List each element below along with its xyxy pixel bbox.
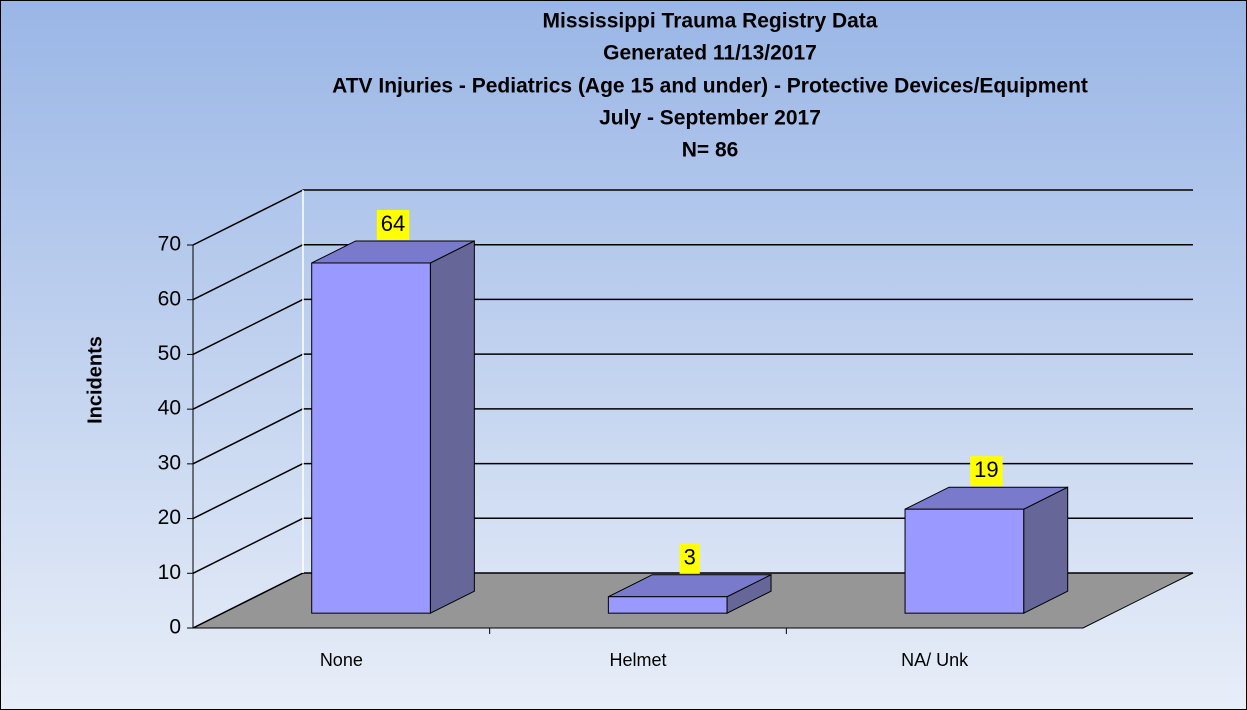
grid-line: [192, 298, 304, 356]
y-tick-label: 50: [158, 342, 181, 365]
bar: [311, 262, 431, 614]
bar: [904, 508, 1025, 614]
y-tick-label: 70: [158, 233, 181, 256]
y-tick-label: 40: [158, 397, 181, 420]
value-label-box: [679, 543, 700, 574]
bar-side: [429, 240, 475, 614]
y-tick-label: 20: [158, 506, 181, 529]
grid-line: [192, 244, 304, 301]
value-label-box: [376, 209, 410, 240]
x-tick-label: NA/ Unk: [901, 650, 969, 670]
chart-title: Mississippi Trauma Registry Data: [543, 10, 878, 33]
y-tick-label: 10: [158, 561, 181, 584]
grid-line: [192, 517, 304, 574]
chart-title: Generated 11/13/2017: [603, 42, 817, 65]
value-label: 64: [381, 211, 405, 236]
x-tick-label: Helmet: [609, 650, 666, 670]
bar: [607, 596, 728, 614]
grid-line: [192, 462, 304, 520]
chart-title: July - September 2017: [599, 107, 821, 130]
value-label: 19: [974, 457, 998, 482]
value-label: 3: [684, 545, 696, 570]
y-tick-label: 60: [158, 287, 181, 310]
y-tick-label: 30: [158, 451, 181, 474]
x-tick-label: None: [320, 650, 363, 670]
value-label-box: [970, 456, 1003, 487]
y-tick-label: 0: [169, 616, 181, 639]
chart-title: ATV Injuries - Pediatrics (Age 15 and un…: [332, 75, 1088, 98]
grid-line: [192, 408, 304, 465]
grid-line: [192, 353, 304, 410]
grid-line: [192, 572, 304, 629]
chart-title: N= 86: [682, 139, 739, 162]
grid-line: [192, 189, 304, 246]
y-axis-label: Incidents: [84, 336, 106, 424]
